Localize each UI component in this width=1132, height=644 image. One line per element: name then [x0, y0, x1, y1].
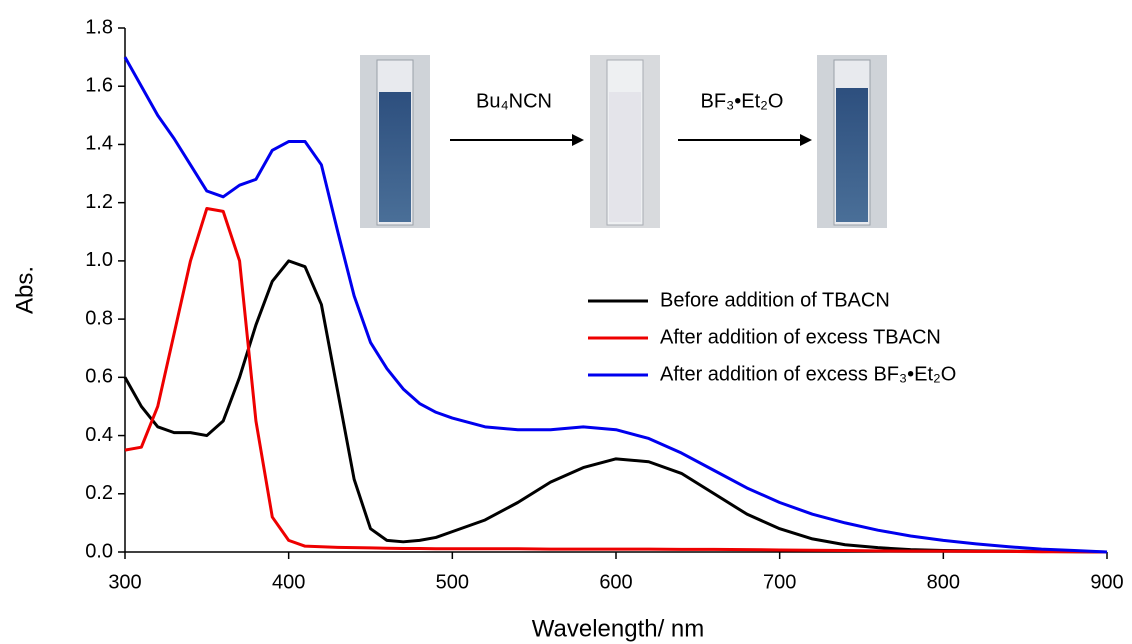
legend-label: After addition of excess TBACN: [660, 326, 941, 348]
x-tick-label: 400: [272, 571, 305, 593]
y-tick-label: 1.4: [85, 133, 113, 155]
x-tick-label: 900: [1090, 571, 1123, 593]
x-tick-label: 500: [436, 571, 469, 593]
y-tick-label: 1.6: [85, 75, 113, 97]
legend-label: After addition of excess BF₃•Et₂O: [660, 363, 956, 385]
legend-label: Before addition of TBACN: [660, 289, 890, 311]
x-axis-label: Wavelength/ nm: [532, 615, 705, 642]
y-tick-label: 0.6: [85, 366, 113, 388]
y-axis-label: Abs.: [11, 266, 38, 314]
solution: [609, 92, 641, 222]
arrowhead: [800, 134, 812, 146]
solution: [379, 92, 411, 222]
x-tick-label: 800: [927, 571, 960, 593]
annotation: BF₃•Et₂O: [701, 90, 784, 112]
x-tick-label: 700: [763, 571, 796, 593]
y-tick-label: 0.4: [85, 424, 113, 446]
y-tick-label: 1.2: [85, 191, 113, 213]
y-tick-label: 0.0: [85, 540, 113, 562]
inset: Bu₄NCN BF₃•Et₂O: [360, 55, 887, 228]
series-line: [124, 206, 1108, 554]
solution: [836, 88, 868, 222]
y-tick-label: 0.2: [85, 482, 113, 504]
y-tick-label: 1.8: [85, 16, 113, 38]
x-tick-label: 600: [599, 571, 632, 593]
y-tick-label: 1.0: [85, 249, 113, 271]
arrowhead: [572, 134, 584, 146]
series-line: [123, 56, 1108, 554]
series-line: [123, 259, 1108, 554]
annotation: Bu₄NCN: [476, 90, 552, 112]
x-tick-label: 300: [108, 571, 141, 593]
y-tick-label: 0.8: [85, 307, 113, 329]
